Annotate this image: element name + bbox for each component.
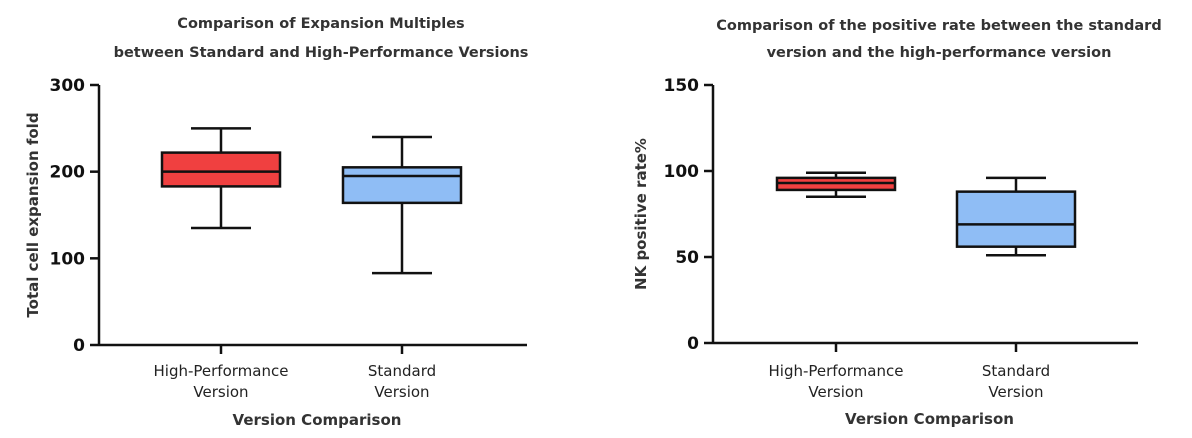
y-tick-label: 300 [50,76,86,96]
iqr-box [341,166,463,205]
box-1: High-Performance Version [769,171,904,401]
category-label: Version [374,383,429,401]
chart-title-line: Comparison of Expansion Multiples [177,16,464,32]
y-tick-label: 0 [73,336,85,356]
y-tick-label: 100 [50,249,86,269]
y-tick-label: 0 [687,334,699,354]
chart-panel-2: Comparison of the positive rate between … [632,18,1162,428]
box-1: High-Performance Version [154,127,289,401]
x-axis-title: Version Comparison [233,411,402,429]
category-label: Standard [368,362,436,380]
box-2: Standard Version [341,135,463,401]
chart-panel-1: Comparison of Expansion Multiples between… [24,16,528,429]
y-tick-label: 50 [675,248,699,268]
iqr-box [955,190,1077,248]
box-2: Standard Version [955,176,1077,401]
iqr-box [160,151,282,188]
y-tick-label: 200 [50,163,86,183]
y-axis-title: Total cell expansion fold [24,112,42,317]
y-tick-label: 150 [664,76,700,96]
chart-title-line: version and the high-performance version [767,45,1112,61]
chart-title-line: between Standard and High-Performance Ve… [114,45,529,61]
x-axis-title: Version Comparison [845,410,1014,428]
category-label: Version [988,383,1043,401]
category-label: High-Performance [769,362,904,380]
category-label: Version [808,383,863,401]
category-label: Standard [982,362,1050,380]
y-axis-title: NK positive rate% [632,138,650,290]
category-label: Version [193,383,248,401]
category-label: High-Performance [154,362,289,380]
chart-title-line: Comparison of the positive rate between … [716,18,1161,34]
y-tick-label: 100 [664,162,700,182]
